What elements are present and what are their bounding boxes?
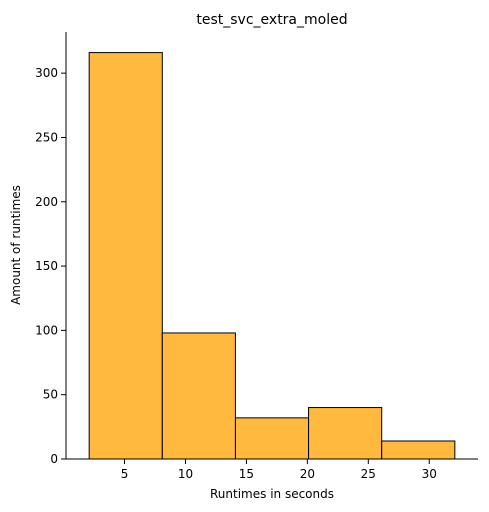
histogram-bar-4: [308, 407, 383, 460]
y-tick-label: 150: [35, 259, 58, 273]
y-tick-label: 300: [35, 66, 58, 80]
x-axis-label: Runtimes in seconds: [210, 487, 334, 501]
histogram-bar-3: [234, 417, 310, 460]
y-axis-label: Amount of runtimes: [9, 185, 23, 305]
bars-group: [88, 52, 456, 460]
y-tick-label: 0: [50, 452, 58, 466]
x-tick-label: 15: [239, 467, 254, 481]
histogram-bar-2: [161, 332, 236, 460]
x-tick-label: 30: [422, 467, 437, 481]
y-tick-label: 250: [35, 130, 58, 144]
y-ticks-group: 0 50 100 150 200 250 300: [35, 66, 66, 466]
x-ticks-group: 5 10 15 20 25 30: [121, 459, 437, 481]
x-tick-label: 25: [361, 467, 376, 481]
histogram-bar-5: [381, 440, 456, 460]
chart-title: test_svc_extra_moled: [196, 12, 347, 28]
x-tick-label: 5: [121, 467, 129, 481]
y-tick-label: 100: [35, 323, 58, 337]
x-tick-label: 20: [300, 467, 315, 481]
x-tick-label: 10: [178, 467, 193, 481]
y-tick-label: 200: [35, 195, 58, 209]
y-tick-label: 50: [43, 388, 58, 402]
histogram-bar-1: [88, 52, 163, 460]
